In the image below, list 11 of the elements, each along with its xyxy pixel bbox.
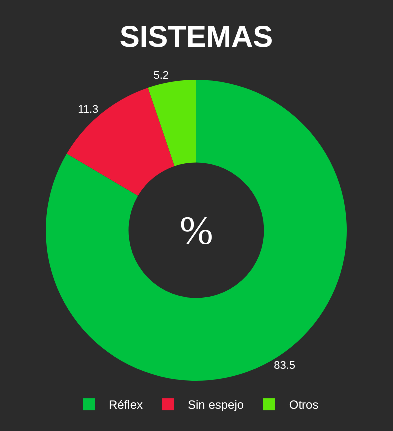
- donut-slice: [66, 88, 175, 196]
- data-label: 11.3: [78, 104, 99, 116]
- data-label: 83.5: [274, 360, 296, 372]
- chart-title: SISTEMAS: [120, 20, 274, 54]
- text: %: [180, 208, 214, 253]
- legend-label: Réflex: [109, 398, 144, 412]
- donut-slice: [148, 80, 196, 166]
- data-label: 5.2: [154, 70, 170, 82]
- legend-label: Sin espejo: [188, 398, 244, 412]
- donut-slice: [46, 80, 347, 381]
- legend-label: Otros: [289, 398, 319, 412]
